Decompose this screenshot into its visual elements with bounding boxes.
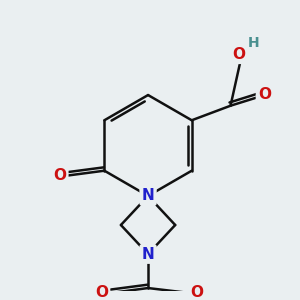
Text: O: O bbox=[232, 47, 245, 62]
Text: O: O bbox=[53, 168, 66, 183]
Text: O: O bbox=[258, 87, 271, 102]
Text: N: N bbox=[142, 247, 154, 262]
Text: O: O bbox=[95, 285, 108, 300]
Text: N: N bbox=[142, 188, 154, 203]
Text: O: O bbox=[190, 285, 203, 300]
Text: H: H bbox=[248, 36, 260, 50]
